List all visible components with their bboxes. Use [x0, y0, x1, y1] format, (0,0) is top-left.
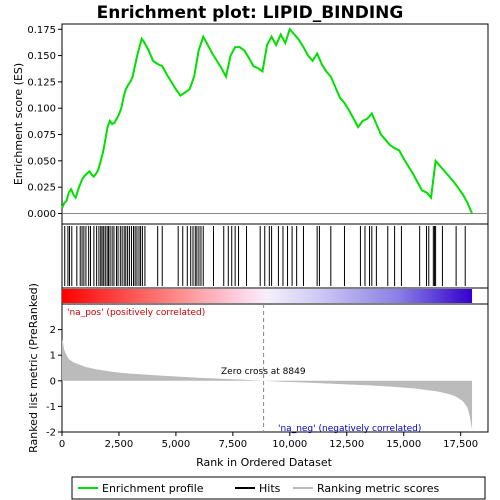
es-y-axis: 0.000 0.025 0.050 0.075 0.100 0.125 0.150 0.175 [27, 25, 62, 220]
metric-y-tick-label: 1 [50, 351, 56, 362]
x-tick-label: 10,000 [272, 439, 307, 450]
hit-lines [64, 226, 466, 286]
x-axis: 0 2,500 5,000 7,500 10,000 12,500 15,000 17,500 [59, 432, 478, 450]
metric-y-tick-label: 0 [50, 376, 56, 387]
enrichment-profile-line [61, 27, 473, 214]
pos-label: 'na_pos' (positively correlated) [67, 308, 205, 318]
es-y-tick-label: 0.150 [27, 51, 56, 62]
metric-y-tick-label: 2 [50, 325, 56, 336]
legend-hits-label: Hits [259, 482, 281, 495]
legend-profile-label: Enrichment profile [102, 482, 204, 495]
x-axis-label: Rank in Ordered Dataset [196, 456, 333, 469]
es-y-tick-label: 0.025 [27, 183, 56, 194]
legend-metric-label: Ranking metric scores [317, 482, 439, 495]
es-y-tick-label: 0.125 [27, 77, 56, 88]
plot-title: Enrichment plot: LIPID_BINDING [97, 3, 404, 23]
x-tick-label: 0 [59, 439, 65, 450]
ranking-metric-area [62, 339, 473, 430]
es-panel: 0.000 0.025 0.050 0.075 0.100 0.125 0.150 0.175… [12, 23, 489, 225]
es-panel-frame [61, 23, 489, 225]
es-y-tick-label: 0.050 [27, 156, 56, 167]
metric-y-axis: -2 -1 0 1 2 [46, 325, 62, 439]
legend: Enrichment profile Hits Ranking metric s… [71, 476, 486, 500]
metric-y-label: Ranked list metric (PreRanked) [27, 283, 40, 453]
metric-y-tick-label: -2 [46, 428, 56, 439]
neg-label: 'na_neg' (negatively correlated) [278, 424, 421, 434]
x-tick-label: 15,000 [386, 439, 421, 450]
x-tick-label: 7,500 [219, 439, 248, 450]
hits-panel-frame [61, 223, 489, 289]
es-y-tick-label: 0.000 [27, 209, 56, 220]
x-tick-label: 2,500 [105, 439, 134, 450]
es-y-tick-label: 0.075 [27, 130, 56, 141]
hits-panel [61, 223, 489, 289]
x-tick-label: 12,500 [329, 439, 364, 450]
x-tick-label: 5,000 [162, 439, 191, 450]
metric-y-tick-label: -1 [46, 402, 56, 413]
rank-color-bar [62, 289, 473, 303]
legend-box [71, 476, 486, 500]
metric-panel: -2 -1 0 1 2 0 2,500 5,000 7,500 10,000 12,500 15,0… [27, 283, 489, 469]
x-tick-label: 17,500 [443, 439, 478, 450]
es-y-tick-label: 0.175 [27, 25, 56, 36]
es-y-tick-label: 0.100 [27, 104, 56, 115]
metric-panel-frame [61, 303, 489, 433]
es-y-label: Enrichment score (ES) [12, 63, 25, 185]
zero-cross-label: Zero cross at 8849 [221, 367, 306, 377]
